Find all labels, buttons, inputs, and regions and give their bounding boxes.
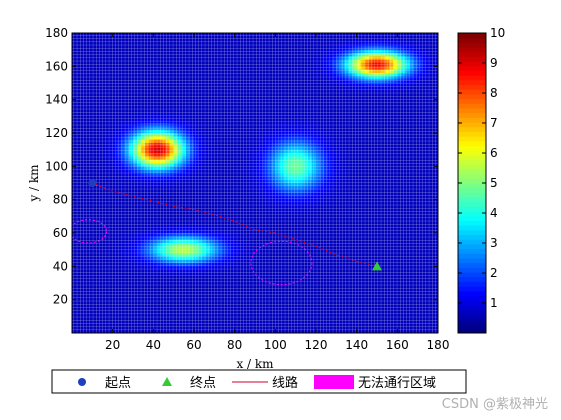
plot-area <box>71 32 439 334</box>
